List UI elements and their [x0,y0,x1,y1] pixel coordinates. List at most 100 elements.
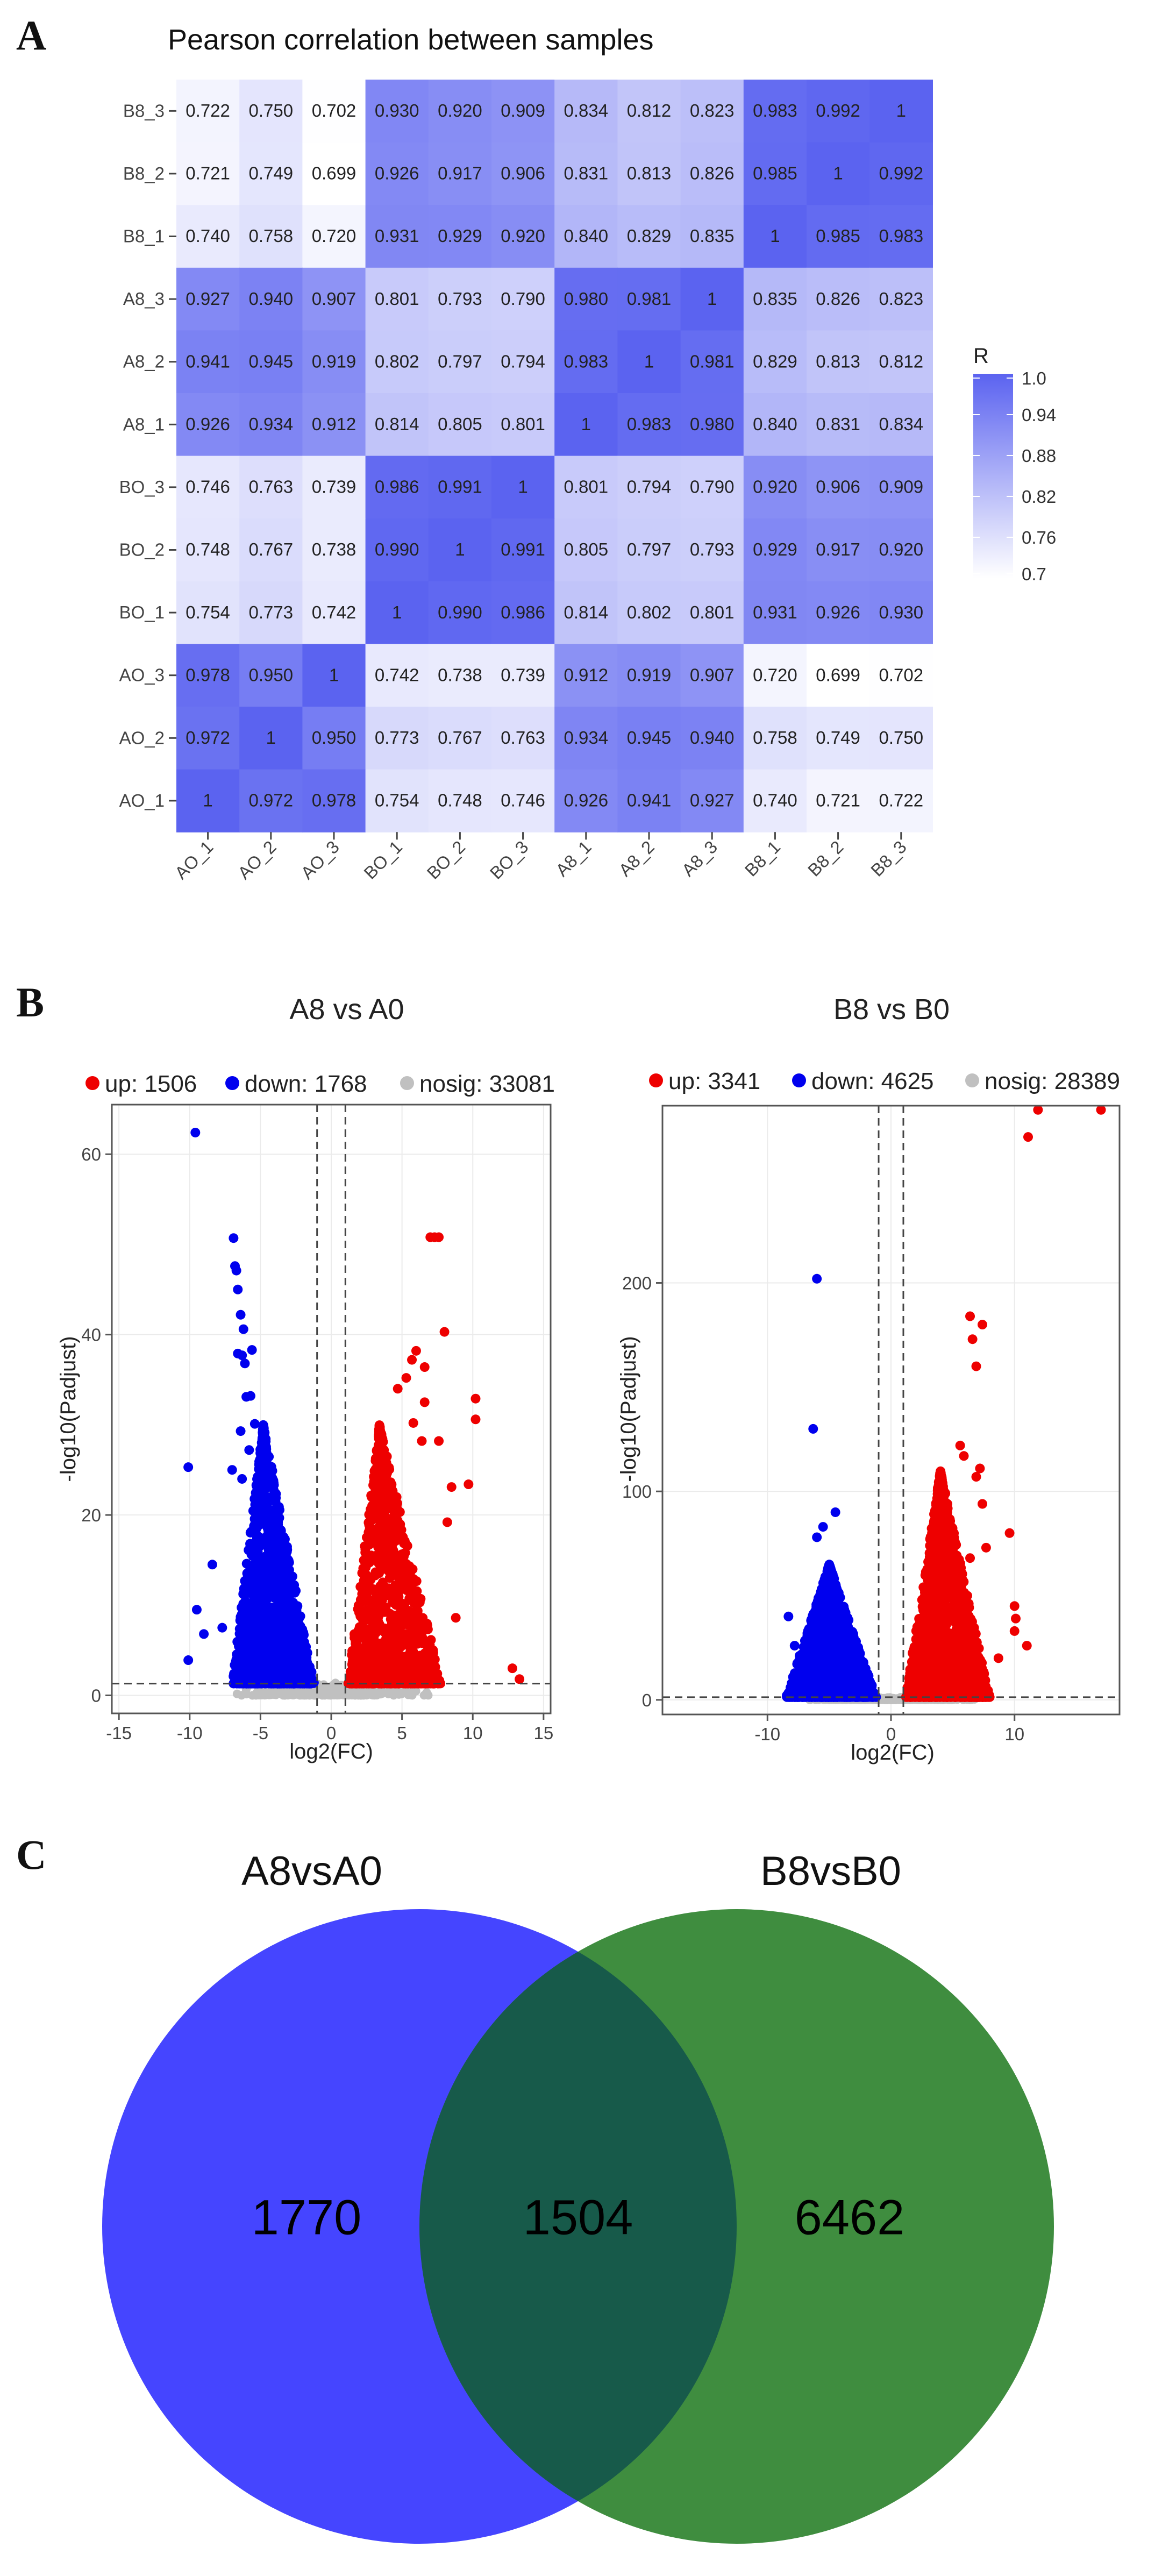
heatmap-cell [554,707,618,770]
down-point [254,1498,264,1508]
heatmap-cell-value: 0.950 [312,728,357,748]
volcano-b8-legend: up: 3341 down: 4625 nosig: 28389 [649,1068,1120,1094]
heatmap-cell [491,330,555,394]
heatmap-cell [365,393,429,457]
heatmap-cell-value: 0.991 [501,539,545,559]
heatmap-title: Pearson correlation between samples [168,24,654,56]
heatmap-cell-value: 0.986 [375,477,419,497]
y-tick-label: 20 [81,1505,101,1525]
heatmap-cell [239,205,303,268]
heatmap-cell [239,80,303,143]
heatmap-row-label: B8_3 [123,101,165,120]
heatmap-cell-value: 0.927 [690,791,735,810]
heatmap-cell [176,644,240,707]
up-point [402,1541,412,1551]
heatmap-cell-value: 0.749 [249,163,294,183]
x-tick-label: -10 [177,1723,203,1743]
heatmap-cell-value: 0.790 [501,289,545,309]
x-tick-label: 0 [326,1723,336,1743]
up-point [377,1507,387,1518]
heatmap-cell-value: 0.917 [438,163,482,183]
heatmap-cell-value: 0.986 [501,602,545,622]
up-point [389,1644,399,1654]
up-point [387,1529,397,1540]
heatmap-column-label: AO_3 [297,837,343,883]
down-point [264,1613,274,1623]
legend-tick-label: 0.82 [1022,487,1056,507]
heatmap-cell [491,456,555,519]
down-point [268,1656,278,1666]
heatmap-cell [428,518,492,582]
heatmap-cell [680,142,744,205]
heatmap-cell [554,142,618,205]
heatmap-cell-value: 0.991 [438,477,482,497]
heatmap-cell-value: 0.699 [816,665,860,685]
heatmap-cell-value: 0.738 [438,665,482,685]
up-point [434,1232,444,1242]
heatmap-cell-value: 0.767 [249,539,294,559]
nosig-point [320,1688,329,1697]
up-point [371,1533,381,1543]
heatmap-cell [869,581,933,644]
heatmap-cell-value: 0.945 [627,728,672,748]
down-point [266,1678,276,1689]
heatmap-cell-value: 0.909 [879,477,924,497]
heatmap-cell-value: 0.738 [312,539,357,559]
down-point [245,1391,255,1401]
heatmap-cell-value: 0.985 [753,163,797,183]
up-point [362,1610,373,1620]
y-tick-label: 0 [91,1685,101,1705]
heatmap-row-label: A8_3 [123,289,165,309]
up-point [374,1430,384,1440]
heatmap-cell [680,205,744,268]
heatmap-row-label: AO_3 [119,665,165,685]
heatmap-cell [176,769,240,832]
up-point [387,1570,397,1581]
down-point [233,1663,244,1673]
heatmap-cell-value: 0.972 [249,791,294,810]
down-point [272,1562,282,1572]
heatmap-cell-value: 0.907 [690,665,735,685]
legend-tick-label: 0.88 [1022,446,1056,466]
up-point [451,1613,461,1623]
heatmap-legend: R 1.00.940.880.820.760.7 [973,344,1056,584]
heatmap-cell-value: 0.826 [690,163,735,183]
up-point [424,1661,434,1671]
heatmap-cell-value: 0.909 [501,101,545,120]
down-point [259,1643,269,1654]
heatmap-cell [176,142,240,205]
heatmap-cell [743,644,807,707]
legend-down-label: down: 1768 [245,1071,367,1097]
up-point [358,1633,368,1643]
heatmap-cell-value: 0.812 [627,101,672,120]
up-point [363,1530,374,1540]
heatmap-column-label: AO_2 [234,837,280,883]
up-point [350,1646,360,1656]
volcano-b8-title: B8 vs B0 [833,993,950,1026]
heatmap-cell [239,142,303,205]
heatmap-cell [743,769,807,832]
heatmap-cell [239,707,303,770]
up-point [376,1658,386,1668]
heatmap-cell-value: 0.983 [753,101,797,120]
heatmap-row-label: BO_3 [119,477,165,497]
heatmap-cell-value: 0.926 [816,602,860,622]
nosig-point [293,1689,302,1698]
heatmap-cell [176,581,240,644]
heatmap-cell-value: 0.907 [312,289,357,309]
x-tick-label: -15 [106,1723,132,1743]
heatmap-cell [491,267,555,331]
down-point [253,1603,263,1613]
down-point [294,1628,304,1638]
x-tick-label: 10 [463,1723,483,1743]
heatmap-cell [302,644,366,707]
heatmap-cell-value: 0.920 [501,226,545,246]
volcano-a8-threshold-lines [112,1105,551,1713]
down-point [246,1642,256,1652]
down-point [244,1445,254,1455]
down-point [236,1426,246,1436]
legend-color-bar [973,374,1013,578]
up-point [439,1327,450,1337]
heatmap-cell-value: 0.990 [438,602,482,622]
nosig-point [237,1691,246,1700]
